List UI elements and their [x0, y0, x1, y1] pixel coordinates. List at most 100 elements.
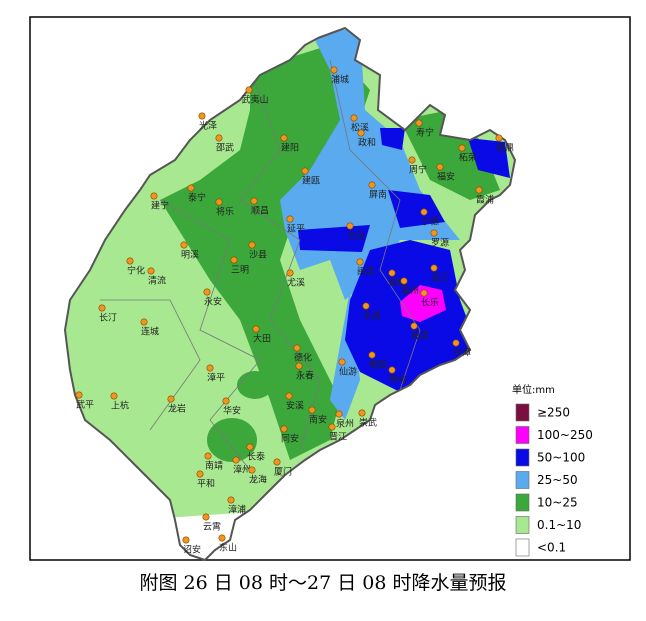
city-dot [182, 536, 190, 544]
city-label: 厦门 [274, 466, 292, 478]
city-label: 同安 [281, 433, 299, 445]
city-label: 武夷山 [241, 94, 268, 106]
city-dot [222, 397, 230, 405]
city-dot [248, 466, 256, 474]
city-label: 长泰 [247, 451, 265, 463]
city-dot [357, 129, 365, 137]
city-dot [346, 222, 354, 230]
city-dot [358, 409, 366, 417]
city-label: 仙游 [339, 366, 357, 378]
city-label: 将乐 [216, 206, 234, 218]
city-label: 龙岩 [168, 403, 186, 415]
city-dot [198, 112, 206, 120]
city-label: 福安 [437, 171, 455, 183]
legend-label: 100~250 [537, 428, 593, 442]
legend-swatch [515, 426, 530, 444]
city-label: 永安 [204, 296, 222, 308]
legend-label: <0.1 [537, 541, 566, 555]
city-dot [388, 269, 396, 277]
city-dot [495, 134, 503, 142]
city-dot [150, 192, 158, 200]
city-dot [400, 277, 408, 285]
legend-swatch [515, 493, 530, 512]
province-outline [63, 26, 517, 562]
city-dot [286, 215, 294, 223]
city-label: 诏安 [183, 544, 201, 556]
city-dot [227, 496, 235, 504]
city-label: 清流 [148, 275, 166, 287]
zone-green [207, 418, 257, 462]
city-label: 政和 [358, 137, 376, 149]
city-label: 尤溪 [287, 277, 305, 289]
city-dot [126, 257, 134, 265]
city-dot [280, 134, 288, 142]
zone-green [160, 45, 370, 460]
city-label: 松溪 [351, 122, 369, 134]
city-dot [215, 198, 223, 206]
city-label: 漳浦 [228, 504, 246, 516]
city-dot [430, 229, 438, 237]
city-dot [285, 392, 293, 400]
city-label: 德化 [294, 352, 312, 364]
city-label: 武平 [76, 399, 94, 411]
city-dot [230, 256, 238, 264]
city-dot [98, 304, 106, 312]
city-label: 晋江 [329, 432, 347, 443]
legend-swatch [515, 448, 530, 467]
city-label: 漳州 [233, 464, 251, 476]
city-dot [232, 456, 240, 464]
city-dot [180, 241, 188, 249]
city-label: 安溪 [286, 400, 304, 412]
city-dot [458, 144, 466, 152]
city-label: 古田 [347, 230, 365, 242]
caption: 附图 26 日 08 时～27 日 08 时降水量预报 [140, 572, 507, 594]
legend-swatch [515, 403, 530, 422]
city-dot [452, 339, 460, 347]
city-label: 周宁 [409, 164, 427, 176]
city-dot [408, 156, 416, 164]
city-label: 寿宁 [416, 127, 434, 139]
city-label: 平和 [197, 479, 215, 490]
city-dot [338, 358, 346, 366]
city-label: 云霄 [203, 522, 221, 533]
city-dot [187, 184, 195, 192]
legend-label: 10~25 [537, 496, 578, 510]
city-dot [293, 344, 301, 352]
city-label: 霞浦 [476, 194, 494, 206]
city-label: 南安 [309, 414, 327, 426]
city-dot [245, 86, 253, 94]
city-dot [430, 264, 438, 272]
city-label: 光泽 [199, 120, 217, 132]
legend-swatch [515, 538, 530, 557]
city-label: 建宁 [151, 200, 169, 212]
city-label: 秀屿 [389, 374, 407, 386]
city-label: 沙县 [249, 250, 267, 261]
city-dot [362, 302, 370, 310]
city-dot [147, 267, 155, 275]
city-label: 泰宁 [188, 192, 206, 204]
city-dot [75, 391, 83, 399]
city-dot [368, 181, 376, 189]
city-dot [436, 163, 444, 171]
city-dot [410, 322, 418, 330]
city-dot [420, 208, 428, 216]
county-borders [100, 59, 421, 471]
city-label: 永春 [296, 370, 314, 382]
city-dot [206, 364, 214, 372]
city-label: 浦城 [331, 74, 349, 86]
city-dot [295, 362, 303, 370]
city-label: 建阳 [281, 142, 299, 154]
city-label: 漳平 [207, 372, 225, 384]
city-dot [335, 410, 343, 418]
city-label: 宁化 [127, 265, 145, 277]
city-dot [246, 443, 254, 451]
zone-green [237, 371, 273, 399]
city-label: 罗源 [431, 238, 449, 249]
city-label: 长乐 [421, 297, 439, 309]
city-label: 三明 [231, 265, 249, 276]
city-dot [167, 395, 175, 403]
legend-label: ≥250 [537, 406, 570, 420]
city-dot [196, 470, 204, 478]
